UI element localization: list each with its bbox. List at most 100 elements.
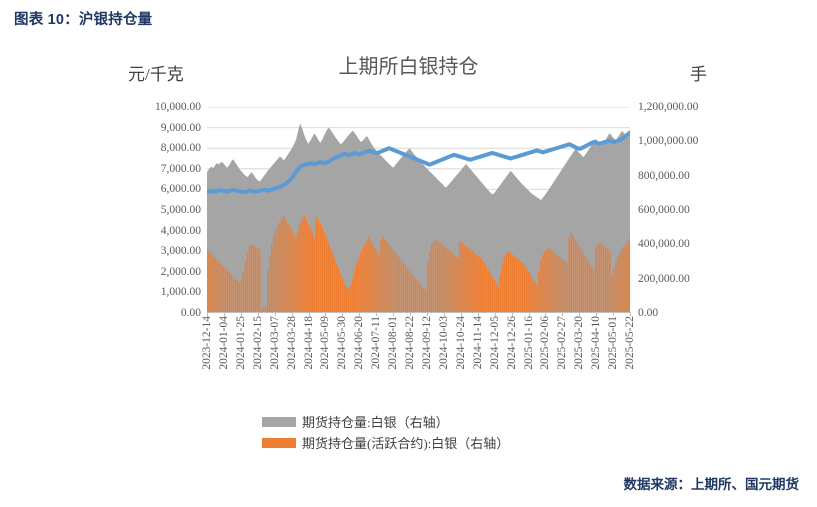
bar: [309, 227, 311, 313]
bar: [242, 271, 245, 313]
bar: [307, 223, 309, 313]
bar: [485, 266, 488, 313]
bar: [343, 283, 346, 313]
bar: [613, 268, 615, 313]
bar: [556, 254, 558, 313]
bar: [627, 240, 629, 313]
bar: [283, 216, 285, 313]
x-axis-tick: 2025-05-01: [607, 316, 620, 370]
bar: [552, 251, 554, 313]
x-axis-tick-mark: [630, 312, 631, 316]
bar: [410, 272, 413, 313]
bar: [250, 244, 253, 313]
x-axis-tick-mark: [257, 312, 259, 316]
bar: [602, 246, 605, 313]
bar: [256, 247, 259, 313]
bar: [588, 263, 591, 313]
bar: [360, 252, 362, 313]
bar: [230, 274, 233, 313]
bar: [426, 261, 429, 313]
bar: [455, 256, 457, 313]
bar: [449, 251, 451, 313]
bar: [258, 249, 261, 313]
bar: [546, 249, 548, 313]
bar: [352, 278, 354, 313]
bar: [394, 252, 396, 313]
bar: [475, 254, 477, 313]
bar: [538, 271, 540, 313]
bar: [327, 242, 330, 313]
bar: [519, 261, 522, 313]
bar: [372, 244, 374, 313]
bar: [275, 229, 277, 313]
bar: [232, 276, 235, 313]
bar: [374, 247, 376, 313]
bar: [515, 258, 518, 313]
left-axis-tick: 2,000.00: [160, 265, 201, 278]
bar: [285, 220, 287, 313]
bar: [273, 235, 275, 313]
bar: [499, 273, 502, 313]
legend-item[interactable]: 期货持仓量:白银（右轴）: [0, 412, 817, 431]
bar: [592, 270, 595, 313]
bar: [319, 223, 322, 313]
bar: [536, 285, 538, 313]
bar: [240, 280, 243, 313]
x-axis-tick: 2025-01-16: [522, 316, 535, 370]
x-axis-tick: 2024-08-22: [404, 316, 416, 370]
bar: [234, 278, 237, 313]
bar: [271, 244, 273, 313]
x-axis-tick-mark: [477, 312, 479, 316]
left-axis-tick: 1,000.00: [160, 286, 201, 299]
bar: [378, 254, 380, 313]
bar: [611, 275, 613, 313]
bar: [402, 262, 405, 313]
left-axis-tick: 3,000.00: [160, 245, 201, 258]
bar: [572, 235, 575, 313]
bar: [566, 263, 568, 313]
legend-item[interactable]: 期货持仓量(活跃合约):白银（右轴）: [0, 433, 817, 452]
x-axis-tick: 2025-05-22: [624, 316, 636, 370]
left-axis-tick: 7,000.00: [160, 162, 201, 175]
x-axis-tick: 2024-02-15: [251, 316, 264, 370]
bar: [584, 256, 587, 313]
bar: [439, 242, 441, 313]
bar: [396, 254, 398, 313]
bar: [370, 240, 372, 313]
bar: [562, 259, 564, 313]
bar: [615, 261, 617, 313]
x-axis-tick-mark: [545, 312, 547, 316]
bar: [207, 249, 208, 313]
bar: [461, 242, 463, 313]
x-axis-tick-mark: [596, 312, 598, 316]
bar: [598, 242, 601, 313]
x-axis-tick-mark: [613, 312, 615, 316]
x-axis-tick: 2024-01-25: [234, 316, 247, 370]
bar: [528, 271, 530, 313]
bar: [526, 268, 528, 313]
bar: [576, 242, 579, 313]
bar: [540, 261, 542, 313]
source-note: 数据来源：上期所、国元期货: [623, 477, 800, 492]
x-axis-tick: 2025-03-20: [573, 316, 586, 370]
bar: [487, 270, 490, 313]
chart-canvas: [207, 107, 630, 313]
x-axis-tick-mark: [240, 312, 242, 316]
right-axis-tick: 200,000.00: [638, 272, 690, 285]
bar: [349, 285, 352, 313]
bar: [214, 257, 216, 313]
bar: [453, 254, 455, 313]
x-axis-tick: 2024-10-24: [454, 316, 467, 370]
bar: [289, 227, 291, 313]
x-axis-tick: 2024-05-09: [319, 316, 332, 370]
x-axis-tick-mark: [460, 312, 462, 316]
bar: [586, 259, 589, 313]
bar: [441, 244, 443, 313]
left-axis-tick: 8,000.00: [160, 142, 201, 155]
right-axis-tick: 0.00: [638, 306, 659, 319]
bar: [596, 244, 599, 313]
left-axis-tick: 0.00: [180, 306, 201, 319]
bar: [507, 251, 510, 313]
bar: [390, 246, 392, 313]
bar: [629, 237, 630, 313]
